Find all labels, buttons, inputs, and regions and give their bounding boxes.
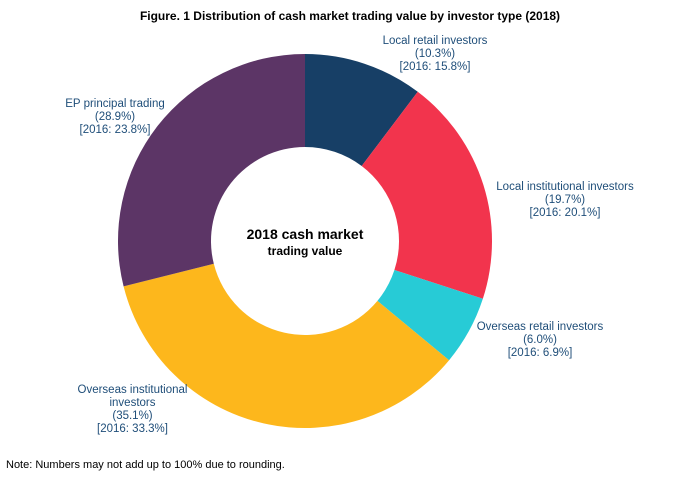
slice-local-retail bbox=[305, 54, 418, 167]
slice-label-overseas-retail: Overseas retail investors (6.0%) [2016: 6.… bbox=[465, 321, 615, 360]
chart-title: Figure. 1 Distribution of cash market tr… bbox=[139, 9, 561, 23]
slice-label-name-line: Overseas retail investors bbox=[476, 321, 604, 333]
slice-overseas-institutional bbox=[123, 263, 450, 428]
slice-label-ep-principal: EP principal trading (28.9%) [2016: 23.8%] bbox=[50, 98, 180, 137]
slice-label-name-line: EP principal trading bbox=[65, 98, 165, 110]
slice-overseas-retail bbox=[377, 270, 483, 361]
slice-label-value: (35.1%) bbox=[112, 410, 153, 422]
slice-label-value: (28.9%) bbox=[94, 111, 136, 123]
footnote: Note: Numbers may not add up to 100% due… bbox=[6, 459, 285, 471]
center-text-line2: trading value bbox=[267, 244, 343, 258]
slice-label-prior: [2016: 6.9%] bbox=[507, 347, 573, 359]
slice-label-name-line: Local retail investors bbox=[382, 35, 488, 47]
slice-ep-principal bbox=[117, 54, 305, 287]
slice-label-value: (19.7%) bbox=[544, 194, 586, 206]
slice-label-prior: [2016: 23.8%] bbox=[79, 124, 151, 136]
center-text: 2018 cash market trading value bbox=[230, 225, 380, 259]
center-text-line1: 2018 cash market bbox=[246, 226, 364, 242]
slice-label-value: (10.3%) bbox=[414, 48, 456, 60]
slice-label-value: (6.0%) bbox=[523, 334, 557, 346]
slice-label-prior: [2016: 33.3%] bbox=[97, 423, 168, 435]
slice-label-prior: [2016: 15.8%] bbox=[399, 61, 471, 73]
slice-label-local-retail: Local retail investors (10.3%) [2016: 15.8… bbox=[370, 35, 500, 74]
slice-label-overseas-institutional: Overseas institutional investors (35.1%) [2… bbox=[70, 384, 195, 436]
slice-label-name-line: Local institutional investors bbox=[496, 181, 634, 193]
slice-label-name-line: Overseas institutional bbox=[77, 384, 188, 396]
slice-label-prior: [2016: 20.1%] bbox=[529, 207, 601, 219]
slice-label-name-line: investors bbox=[109, 397, 156, 409]
slice-label-local-institutional: Local institutional investors (19.7%) [201… bbox=[490, 181, 640, 220]
slice-local-institutional bbox=[361, 91, 492, 299]
